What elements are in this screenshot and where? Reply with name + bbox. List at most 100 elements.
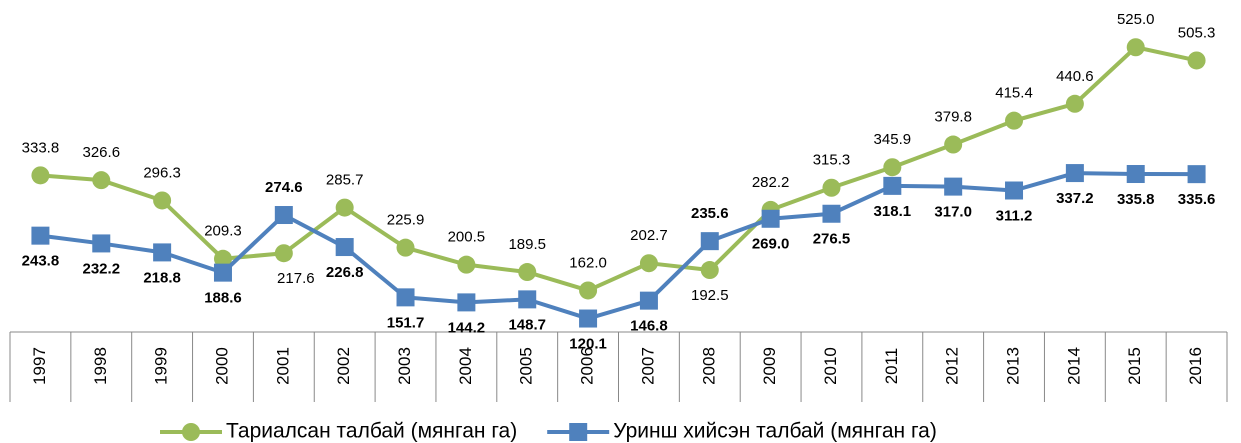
series-line	[40, 45, 1197, 293]
marker	[1187, 51, 1206, 70]
x-tick-label: 2008	[699, 347, 718, 385]
x-tick-label: 2011	[882, 348, 901, 385]
data-label: 120.1	[569, 336, 607, 353]
marker	[883, 176, 902, 195]
marker	[822, 204, 841, 223]
data-label: 333.8	[22, 139, 60, 156]
marker	[518, 263, 537, 282]
data-label: 218.8	[143, 269, 181, 286]
x-tick-label: 2005	[517, 347, 536, 385]
data-label: 188.6	[204, 290, 242, 307]
data-label: 337.2	[1056, 190, 1094, 207]
marker	[274, 206, 293, 225]
data-label: 225.9	[387, 212, 425, 229]
data-label: 296.3	[143, 164, 181, 181]
data-label: 148.7	[508, 316, 546, 333]
marker	[944, 177, 963, 196]
legend-label: Уринш хийсэн талбай (мянган га)	[613, 420, 937, 443]
marker	[92, 234, 111, 253]
marker	[579, 309, 598, 328]
marker	[396, 238, 415, 257]
marker	[335, 198, 354, 217]
data-label: 326.6	[83, 144, 121, 161]
data-label: 315.3	[813, 152, 851, 169]
data-label: 335.8	[1117, 191, 1155, 208]
marker	[1126, 165, 1145, 184]
data-label: 276.5	[813, 231, 851, 248]
data-label: 151.7	[387, 314, 425, 331]
x-tick-label: 1997	[30, 347, 49, 385]
marker	[213, 263, 232, 282]
legend-marker	[569, 423, 588, 441]
marker	[335, 238, 354, 257]
data-label: 345.9	[874, 131, 912, 148]
marker	[1065, 94, 1084, 113]
marker	[639, 291, 658, 310]
marker	[700, 261, 719, 280]
marker	[31, 166, 50, 185]
data-label: 505.3	[1178, 24, 1216, 41]
marker	[457, 255, 476, 274]
marker	[274, 244, 293, 263]
data-label: 232.2	[83, 260, 121, 277]
marker	[457, 293, 476, 312]
x-tick-label: 2001	[273, 347, 292, 385]
x-tick-label: 2003	[395, 347, 414, 385]
data-label: 282.2	[752, 174, 790, 191]
marker	[1126, 38, 1145, 57]
x-tick-label: 2002	[334, 347, 353, 385]
x-tick-label: 2013	[1004, 347, 1023, 385]
x-tick-label: 2015	[1125, 347, 1144, 385]
data-label: 189.5	[508, 236, 546, 253]
data-label: 440.6	[1056, 68, 1094, 85]
x-tick-label: 2006	[578, 347, 597, 385]
x-tick-label: 2000	[212, 347, 231, 385]
marker	[579, 281, 598, 300]
marker	[31, 226, 50, 245]
marker	[944, 135, 963, 154]
data-label: 274.6	[265, 179, 303, 196]
data-label: 243.8	[22, 253, 60, 270]
marker	[1005, 181, 1024, 200]
marker	[761, 209, 780, 228]
marker	[883, 158, 902, 177]
data-label: 415.4	[995, 85, 1033, 102]
data-label: 209.3	[204, 223, 242, 240]
x-tick-label: 2009	[760, 347, 779, 385]
x-tick-label: 2004	[456, 347, 475, 385]
x-tick-label: 2012	[943, 347, 962, 385]
data-label: 379.8	[934, 109, 972, 126]
data-label: 285.7	[326, 172, 364, 189]
data-label: 162.0	[569, 254, 607, 271]
data-label: 146.8	[630, 318, 668, 335]
x-tick-label: 1999	[152, 347, 171, 385]
marker	[1187, 165, 1206, 184]
data-label: 217.6	[277, 270, 315, 287]
marker	[822, 178, 841, 197]
marker	[396, 288, 415, 307]
marker	[1005, 111, 1024, 130]
data-label: 226.8	[326, 264, 364, 281]
marker	[153, 243, 172, 262]
series-line	[40, 171, 1197, 321]
data-label: 200.5	[448, 229, 486, 246]
marker	[700, 232, 719, 251]
x-tick-label: 1998	[91, 347, 110, 385]
data-label: 317.0	[934, 204, 972, 221]
legend-label: Тариалсан талбай (мянган га)	[226, 420, 517, 443]
marker	[639, 254, 658, 273]
legend-marker	[182, 423, 200, 441]
x-tick-label: 2007	[638, 347, 657, 385]
marker	[1065, 164, 1084, 183]
data-label: 269.0	[752, 236, 790, 253]
marker	[213, 249, 232, 268]
marker	[153, 191, 172, 210]
x-tick-label: 2010	[821, 347, 840, 385]
data-label: 335.6	[1178, 191, 1216, 208]
x-tick-label: 2014	[1064, 347, 1083, 385]
data-label: 144.2	[448, 319, 486, 336]
data-label: 235.6	[691, 205, 729, 222]
x-tick-label: 2016	[1186, 347, 1205, 385]
data-label: 525.0	[1117, 11, 1155, 28]
